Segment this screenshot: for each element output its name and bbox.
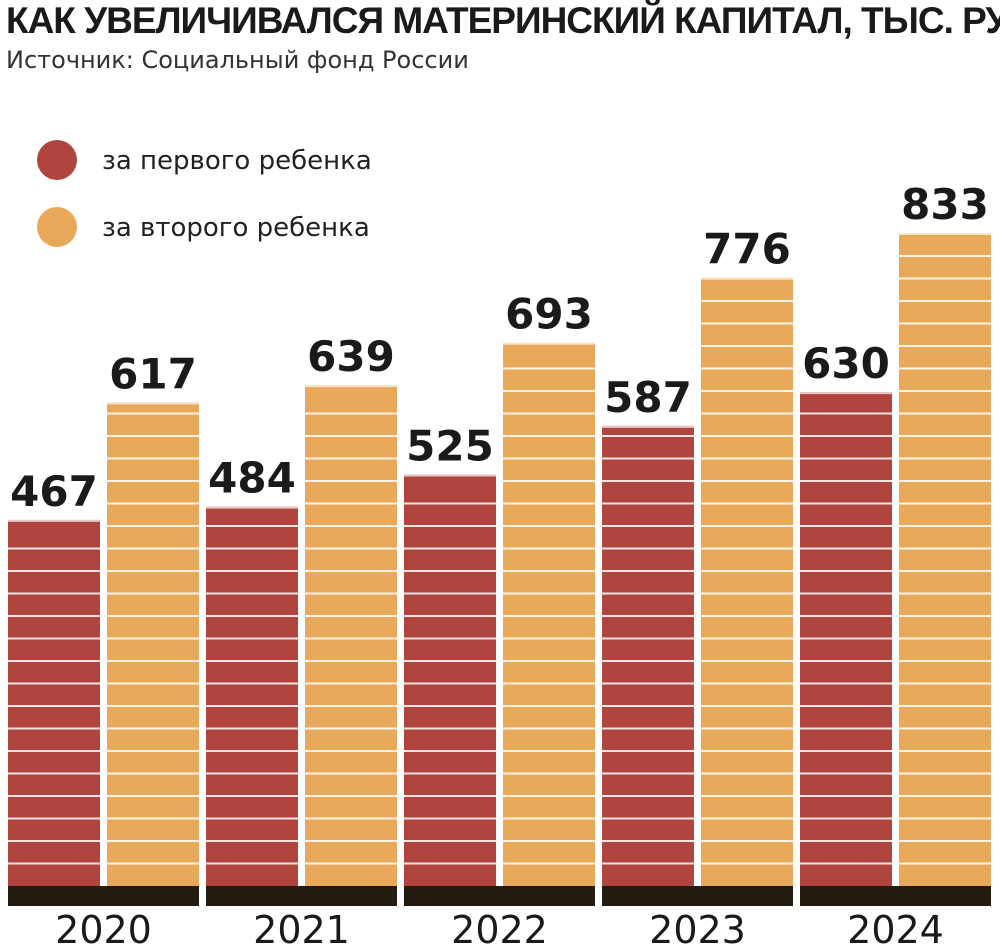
- bar-2021-series-2: [305, 385, 397, 886]
- data-label-2023-series-2: 776: [703, 225, 791, 274]
- legend-swatch-1: [37, 140, 77, 180]
- legend-label-2: за второго ребенка: [102, 213, 370, 243]
- baseline-group: [8, 886, 991, 906]
- data-label-2020-series-2: 617: [109, 349, 197, 398]
- data-label-2023-series-1: 587: [604, 373, 692, 422]
- data-label-2022-series-2: 693: [505, 290, 593, 339]
- bar-2022-series-1: [404, 474, 496, 886]
- data-label-2022-series-1: 525: [406, 421, 494, 470]
- bar-2022-series-2: [503, 342, 595, 886]
- bar-2024-series-2: [899, 233, 991, 886]
- legend-swatch-2: [37, 207, 77, 247]
- bar-2023-series-2: [701, 277, 793, 886]
- chart-subtitle: Источник: Социальный фонд России: [6, 46, 469, 74]
- data-label-2020-series-1: 467: [10, 467, 98, 516]
- baseline-segment-2024: [800, 886, 991, 906]
- baseline-segment-2023: [602, 886, 793, 906]
- x-tick-label-2022: 2022: [451, 908, 548, 944]
- chart-title: КАК УВЕЛИЧИВАЛСЯ МАТЕРИНСКИЙ КАПИТАЛ, ТЫ…: [6, 0, 1000, 41]
- bar-2023-series-1: [602, 425, 694, 886]
- bar-2020-series-1: [8, 519, 100, 886]
- bar-2020-series-2: [107, 402, 199, 886]
- legend: за первого ребенка за второго ребенка: [37, 140, 372, 247]
- baseline-segment-2021: [206, 886, 397, 906]
- x-tick-label-2023: 2023: [649, 908, 746, 944]
- x-tick-labels-group: 2020 2021 2022 2023 2024: [55, 908, 944, 944]
- data-label-2024-series-1: 630: [802, 339, 890, 388]
- bars-group: [8, 233, 991, 886]
- data-label-2024-series-2: 833: [901, 180, 989, 229]
- legend-label-1: за первого ребенка: [102, 146, 372, 176]
- x-tick-label-2020: 2020: [55, 908, 152, 944]
- x-tick-label-2021: 2021: [253, 908, 350, 944]
- x-tick-label-2024: 2024: [847, 908, 944, 944]
- data-label-2021-series-1: 484: [208, 454, 296, 503]
- bar-2021-series-1: [206, 506, 298, 886]
- baseline-segment-2020: [8, 886, 199, 906]
- baseline-segment-2022: [404, 886, 595, 906]
- data-label-2021-series-2: 639: [307, 332, 395, 381]
